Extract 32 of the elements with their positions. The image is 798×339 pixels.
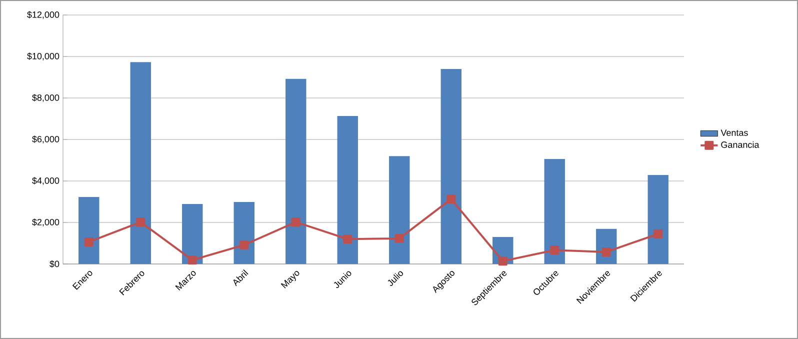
bar	[234, 202, 254, 264]
x-tick-label: Julio	[388, 271, 403, 286]
bar	[389, 156, 410, 264]
legend-label: Ganancia	[721, 141, 760, 148]
bar	[648, 174, 668, 264]
point	[550, 246, 560, 255]
point	[84, 237, 94, 246]
bar	[544, 158, 565, 264]
y-tick-label: $12,000	[27, 11, 60, 19]
point	[654, 229, 663, 238]
point	[602, 247, 611, 256]
point	[394, 234, 404, 243]
bar	[130, 62, 151, 264]
point	[240, 240, 249, 250]
point	[343, 234, 352, 244]
bar	[182, 204, 203, 264]
y-tick-label: $6,000	[32, 136, 60, 144]
point	[291, 218, 300, 227]
point	[188, 256, 197, 265]
y-tick-label: $10,000	[27, 52, 60, 60]
bar	[78, 196, 100, 264]
y-tick-label: $0	[50, 260, 60, 268]
point	[136, 218, 146, 227]
y-tick-label: $2,000	[32, 218, 60, 226]
bar	[286, 78, 306, 264]
bar	[337, 116, 358, 264]
legend-label: Ventas	[720, 130, 748, 136]
bar	[440, 68, 462, 264]
y-tick-label: $4,000	[32, 177, 60, 185]
point	[498, 256, 508, 266]
point	[446, 194, 456, 204]
y-tick-label: $8,000	[32, 94, 60, 102]
